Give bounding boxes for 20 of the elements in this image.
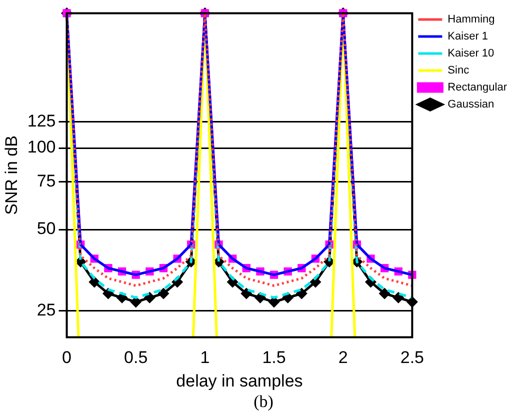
y-tick-label: 100 xyxy=(27,138,56,157)
x-axis-title: delay in samples xyxy=(176,371,303,390)
x-tick-label: 1 xyxy=(200,348,210,368)
y-tick-label: 125 xyxy=(27,112,56,131)
legend-label: Sinc xyxy=(448,64,470,77)
x-tick-label: 0.5 xyxy=(124,348,148,368)
legend-label: Rectangular xyxy=(448,82,508,94)
x-tick-label: 2 xyxy=(338,348,348,368)
y-tick-label: 25 xyxy=(36,300,56,320)
y-tick-label: 75 xyxy=(36,172,56,191)
legend-label: Kaiser 10 xyxy=(448,48,494,60)
text: (b) xyxy=(252,392,274,412)
x-tick-label: 1.5 xyxy=(262,348,286,368)
legend-label: Kaiser 1 xyxy=(448,30,488,43)
x-tick-label: 0 xyxy=(62,348,72,368)
legend-label: Hamming xyxy=(448,14,495,26)
legend-label: Gaussian xyxy=(448,98,494,111)
y-axis-title: SNR in dB xyxy=(2,136,21,215)
y-tick-label: 50 xyxy=(36,219,56,238)
x-tick-label: 2.5 xyxy=(400,348,424,368)
